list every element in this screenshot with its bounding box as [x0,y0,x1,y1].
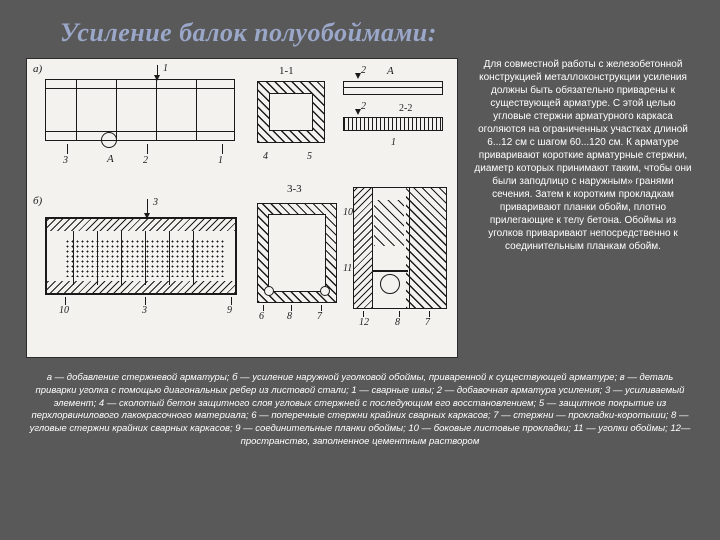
panel-22 [343,117,443,131]
num-7v: 7 [425,317,430,328]
num-3-top: 3 [153,197,158,208]
num-9: 9 [227,305,232,316]
label-a: а) [33,63,42,75]
num-2: 2 [143,155,148,166]
num-1-22: 1 [391,137,396,148]
label-33: 3-3 [287,183,302,195]
num-5: 5 [307,151,312,162]
num-10v: 10 [343,207,353,218]
num-7: 7 [317,311,322,322]
num-2-22: 2 [361,101,366,112]
label-A-bottom: А [107,153,114,165]
num-2-A: 2 [361,65,366,76]
num-6: 6 [259,311,264,322]
caption-text: а — добавление стержневой арматуры; б — … [26,372,694,449]
panel-a [45,79,235,141]
num-8a: 8 [287,311,292,322]
panel-A-top [343,81,443,95]
engineering-diagram: а) 1 3 А 2 1 1-1 5 [26,58,458,358]
label-b: б) [33,195,42,207]
num-4: 4 [263,151,268,162]
num-1-top: 1 [163,63,168,74]
num-8: 8 [395,317,400,328]
num-10: 10 [59,305,69,316]
panel-33 [257,203,337,303]
slide-title: Усиление балок полуобоймами: [26,18,694,48]
content-row: а) 1 3 А 2 1 1-1 5 [26,58,694,358]
num-3: 3 [63,155,68,166]
num-3b: 3 [142,305,147,316]
label-22: 2-2 [399,103,412,114]
num-12: 12 [359,317,369,328]
panel-b [45,217,237,295]
num-1: 1 [218,155,223,166]
label-11: 1-1 [279,65,294,77]
panel-v [353,187,447,309]
label-A: А [387,65,394,77]
description-text: Для совместной работы с железобетонной к… [472,58,694,358]
num-11: 11 [343,263,352,274]
